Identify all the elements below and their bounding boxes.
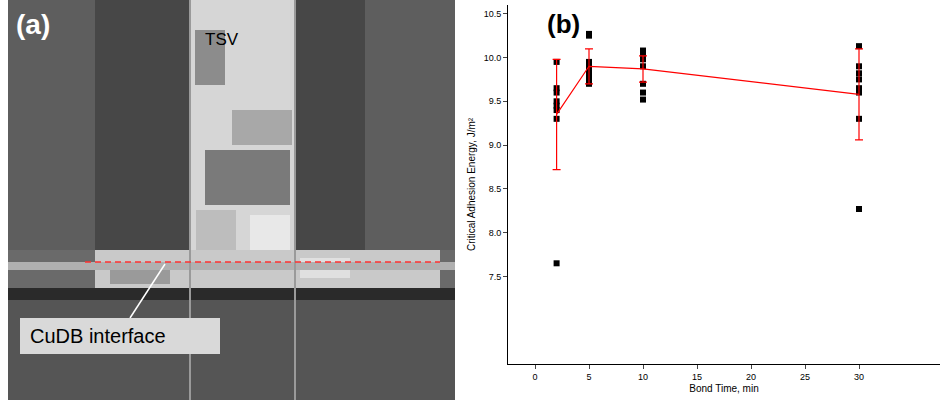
svg-text:9.5: 9.5 — [489, 96, 502, 106]
svg-text:10.0: 10.0 — [484, 53, 502, 63]
svg-text:10.5: 10.5 — [484, 9, 502, 19]
svg-text:9.0: 9.0 — [489, 140, 502, 150]
svg-text:Bond Time, min: Bond Time, min — [689, 383, 758, 394]
svg-text:15: 15 — [692, 372, 702, 382]
svg-text:5: 5 — [586, 372, 591, 382]
svg-text:7.5: 7.5 — [489, 272, 502, 282]
svg-text:30: 30 — [854, 372, 864, 382]
svg-text:8.5: 8.5 — [489, 184, 502, 194]
svg-text:0: 0 — [532, 372, 537, 382]
svg-text:25: 25 — [800, 372, 810, 382]
svg-text:CuDB interface: CuDB interface — [30, 325, 166, 347]
svg-text:TSV: TSV — [205, 30, 239, 49]
svg-text:20: 20 — [746, 372, 756, 382]
svg-text:Critical Adhesion Energy, J/m²: Critical Adhesion Energy, J/m² — [466, 117, 477, 251]
svg-text:(b): (b) — [547, 9, 580, 39]
svg-text:8.0: 8.0 — [489, 228, 502, 238]
svg-text:(a): (a) — [16, 9, 50, 40]
svg-text:10: 10 — [638, 372, 648, 382]
